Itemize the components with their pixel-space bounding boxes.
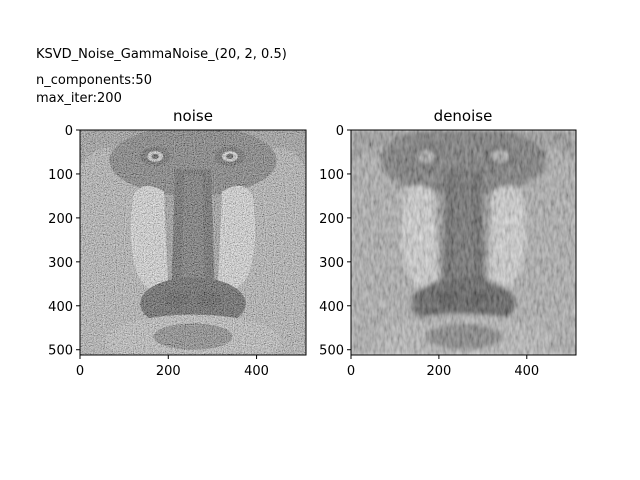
y-tick-label: 400: [48, 300, 73, 315]
panel-title-noise: noise: [173, 107, 213, 125]
axes-ticks-noise: 0 200 400 0 100 200 300 400 500: [48, 124, 269, 379]
y-tick-label: 100: [319, 168, 344, 183]
y-tick-label: 500: [319, 344, 344, 359]
y-tick-label: 500: [48, 344, 73, 359]
y-tick-label: 400: [319, 300, 344, 315]
x-tick-label: 0: [347, 364, 355, 379]
baboon-photo-noisy-image: [80, 130, 306, 355]
param-n-components: n_components:50: [36, 73, 152, 88]
y-tick-label: 300: [319, 256, 344, 271]
x-tick-label: 400: [244, 364, 269, 379]
axes-frame-noise: [79, 129, 307, 356]
y-tick-label: 0: [65, 124, 73, 139]
y-tick-label: 200: [48, 212, 73, 227]
figure-suptitle: KSVD_Noise_GammaNoise_(20, 2, 0.5): [36, 47, 287, 62]
y-tick-label: 300: [48, 256, 73, 271]
axes-ticks-denoise: 0 200 400 0 100 200 300 400 500: [319, 124, 539, 379]
y-tick-label: 100: [48, 168, 73, 183]
panel-denoise: denoise 0 200 400 0 100 200 300 400 500: [319, 107, 577, 379]
x-tick-label: 200: [426, 364, 451, 379]
y-tick-label: 200: [319, 212, 344, 227]
x-tick-label: 400: [514, 364, 539, 379]
panel-title-denoise: denoise: [434, 107, 493, 125]
baboon-photo-denoised-image: [351, 130, 576, 355]
y-tick-label: 0: [336, 124, 344, 139]
axes-frame-denoise: [350, 129, 577, 356]
param-max-iter: max_iter:200: [36, 91, 122, 106]
x-tick-label: 0: [76, 364, 84, 379]
panel-noise: noise 0 200 400 0 100 200 300 400 500: [48, 107, 307, 379]
x-tick-label: 200: [156, 364, 181, 379]
